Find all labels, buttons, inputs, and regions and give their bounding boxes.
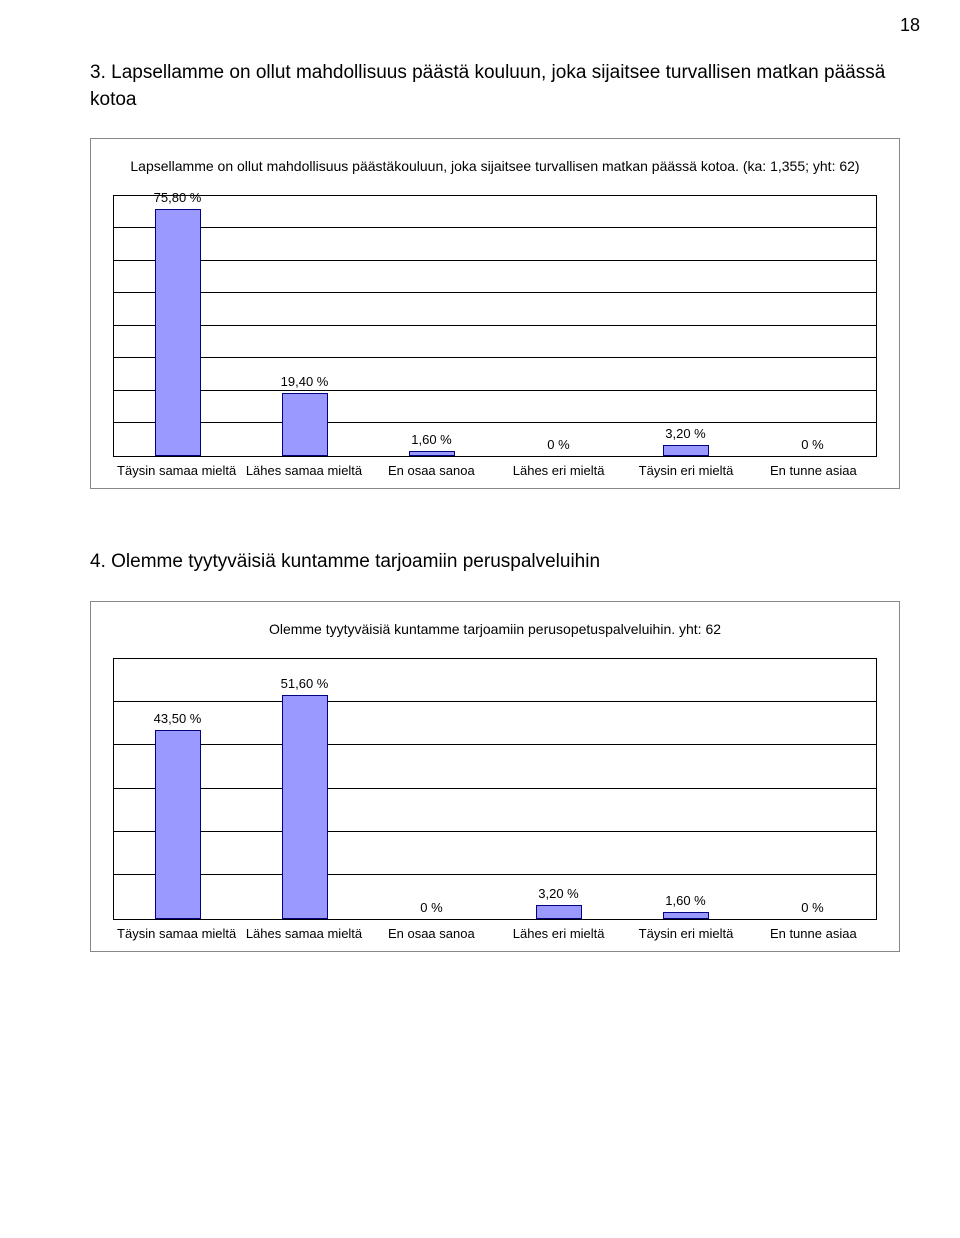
chart-bar-cell: 43,50 % xyxy=(114,659,241,919)
chart-bar xyxy=(663,445,709,455)
chart-value-label: 75,80 % xyxy=(114,190,241,205)
chart-value-label: 51,60 % xyxy=(241,676,368,691)
chart-value-label: 3,20 % xyxy=(495,886,622,901)
chart-bar-cell: 0 % xyxy=(368,659,495,919)
chart-3-box: Lapsellamme on ollut mahdollisuus päästä… xyxy=(90,138,900,489)
chart-3-baseline xyxy=(113,456,877,457)
chart-value-label: 19,40 % xyxy=(241,374,368,389)
chart-4-title: Olemme tyytyväisiä kuntamme tarjoamiin p… xyxy=(113,620,877,640)
chart-4-x-labels: Täysin samaa mieltäLähes samaa mieltäEn … xyxy=(113,926,877,942)
chart-x-label: Täysin eri mieltä xyxy=(622,463,749,479)
chart-bar xyxy=(155,730,201,919)
chart-bar-cell: 3,20 % xyxy=(495,659,622,919)
chart-value-label: 0 % xyxy=(749,437,876,452)
chart-4-baseline xyxy=(113,919,877,920)
chart-bar-cell: 0 % xyxy=(495,196,622,456)
chart-x-label: Täysin eri mieltä xyxy=(622,926,749,942)
chart-bar xyxy=(536,905,582,919)
chart-bar-cell: 51,60 % xyxy=(241,659,368,919)
chart-bar-cell: 75,80 % xyxy=(114,196,241,456)
chart-bar xyxy=(663,912,709,919)
chart-x-label: En tunne asiaa xyxy=(750,926,877,942)
chart-value-label: 0 % xyxy=(368,900,495,915)
chart-x-label: En tunne asiaa xyxy=(750,463,877,479)
chart-bar xyxy=(282,393,328,456)
chart-value-label: 1,60 % xyxy=(622,893,749,908)
chart-3-x-labels: Täysin samaa mieltäLähes samaa mieltäEn … xyxy=(113,463,877,479)
chart-bar-cell: 0 % xyxy=(749,659,876,919)
chart-bar-cell: 1,60 % xyxy=(622,659,749,919)
chart-bar-cell: 0 % xyxy=(749,196,876,456)
chart-bar-cell: 19,40 % xyxy=(241,196,368,456)
chart-4-area: 43,50 %51,60 %0 %3,20 %1,60 %0 % xyxy=(113,658,877,919)
chart-x-label: Lähes eri mieltä xyxy=(495,463,622,479)
chart-x-label: En osaa sanoa xyxy=(368,926,495,942)
page-number: 18 xyxy=(900,15,920,36)
chart-bars-row: 75,80 %19,40 %1,60 %0 %3,20 %0 % xyxy=(114,196,876,456)
chart-value-label: 0 % xyxy=(749,900,876,915)
section-3-heading: 3. Lapsellamme on ollut mahdollisuus pää… xyxy=(90,60,900,113)
chart-x-label: En osaa sanoa xyxy=(368,463,495,479)
chart-bar xyxy=(155,209,201,455)
chart-bar-cell: 3,20 % xyxy=(622,196,749,456)
page: 18 3. Lapsellamme on ollut mahdollisuus … xyxy=(0,0,960,1042)
chart-bar-cell: 1,60 % xyxy=(368,196,495,456)
chart-3-area: 75,80 %19,40 %1,60 %0 %3,20 %0 % xyxy=(113,195,877,456)
chart-4-box: Olemme tyytyväisiä kuntamme tarjoamiin p… xyxy=(90,601,900,952)
chart-value-label: 43,50 % xyxy=(114,711,241,726)
chart-value-label: 3,20 % xyxy=(622,426,749,441)
chart-x-label: Lähes samaa mieltä xyxy=(240,463,367,479)
chart-value-label: 1,60 % xyxy=(368,432,495,447)
chart-x-label: Lähes samaa mieltä xyxy=(240,926,367,942)
chart-bars-row: 43,50 %51,60 %0 %3,20 %1,60 %0 % xyxy=(114,659,876,919)
chart-x-label: Lähes eri mieltä xyxy=(495,926,622,942)
section-4-heading: 4. Olemme tyytyväisiä kuntamme tarjoamii… xyxy=(90,549,900,576)
chart-bar xyxy=(282,695,328,919)
chart-value-label: 0 % xyxy=(495,437,622,452)
chart-x-label: Täysin samaa mieltä xyxy=(113,463,240,479)
chart-3-title: Lapsellamme on ollut mahdollisuus päästä… xyxy=(113,157,877,177)
chart-bar xyxy=(409,451,455,456)
chart-x-label: Täysin samaa mieltä xyxy=(113,926,240,942)
